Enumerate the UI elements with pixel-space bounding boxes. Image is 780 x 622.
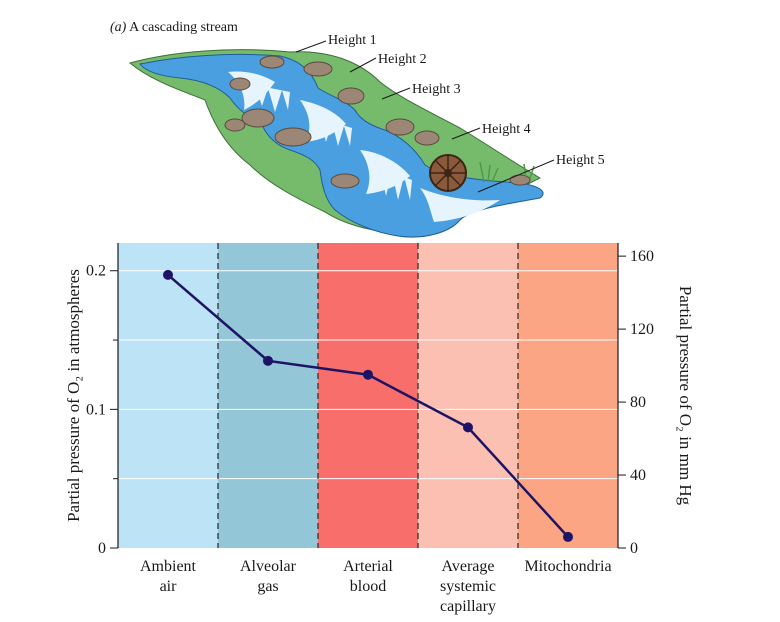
- rock: [509, 174, 531, 186]
- right-tick-label: 120: [630, 321, 654, 338]
- data-point: [263, 355, 273, 366]
- category-dividers: [217, 243, 519, 548]
- height-1-label: Height 1: [328, 33, 377, 48]
- category-label: Arterial blood: [343, 558, 393, 595]
- oxygen-cascade-chart: 0 0.1 0.2 0 40 80 120 160 Ambient air Alveolar ga…: [64, 243, 695, 615]
- horizontal-gridlines: [118, 270, 618, 480]
- axes: [117, 243, 619, 548]
- band-3: [318, 243, 418, 548]
- rock: [330, 173, 360, 189]
- band-2: [218, 243, 318, 548]
- right-tick-label: 80: [630, 394, 646, 411]
- height-2-label: Height 2: [378, 52, 427, 67]
- rock: [337, 87, 365, 105]
- data-point: [563, 531, 573, 542]
- category-bands: [118, 243, 618, 548]
- right-tick-label: 0: [630, 540, 638, 557]
- category-label: Average systemic capillary: [440, 558, 496, 615]
- rock: [385, 118, 415, 136]
- category-label: Mitochondria: [524, 558, 611, 575]
- height-5-label: Height 5: [556, 153, 605, 168]
- right-tick-label: 40: [630, 467, 646, 484]
- rock: [303, 61, 333, 77]
- left-axis-label: Partial pressure of O₂ in atmospheres: [64, 269, 83, 522]
- left-tick-label: 0.2: [86, 263, 106, 280]
- rock: [224, 118, 246, 132]
- data-point: [363, 369, 373, 380]
- rock: [414, 130, 440, 146]
- right-axis-ticks: 0 40 80 120 160: [618, 248, 654, 557]
- category-label: Alveolar gas: [240, 558, 297, 595]
- band-5: [518, 243, 618, 548]
- left-tick-label: 0.1: [86, 401, 106, 418]
- right-axis-label: Partial pressure of O₂ in mm Hg: [676, 286, 695, 506]
- left-tick-label: 0: [98, 540, 106, 557]
- band-1: [118, 243, 218, 548]
- water-wheel-icon: [429, 154, 467, 192]
- category-label: Ambient air: [140, 558, 197, 595]
- rock: [259, 55, 285, 69]
- left-axis-ticks: 0 0.1 0.2: [86, 263, 118, 557]
- rocks: [224, 55, 531, 189]
- height-4-label: Height 4: [482, 122, 531, 137]
- category-labels: Ambient air Alveolar gas Arterial blood Averag…: [140, 558, 612, 615]
- band-4: [418, 243, 518, 548]
- panel-title: (a) A cascading stream: [110, 20, 238, 35]
- data-point: [463, 422, 473, 433]
- data-point: [163, 269, 173, 280]
- rock: [229, 77, 251, 91]
- height-leader-lines: [295, 40, 555, 193]
- rock: [274, 127, 312, 147]
- right-tick-label: 160: [630, 248, 654, 265]
- rock: [241, 108, 275, 128]
- series-line: [163, 269, 573, 542]
- height-3-label: Height 3: [412, 82, 461, 97]
- grass-tuft-icon: [479, 161, 535, 183]
- cascading-stream-illustration: (a) A cascading stream: [110, 20, 605, 238]
